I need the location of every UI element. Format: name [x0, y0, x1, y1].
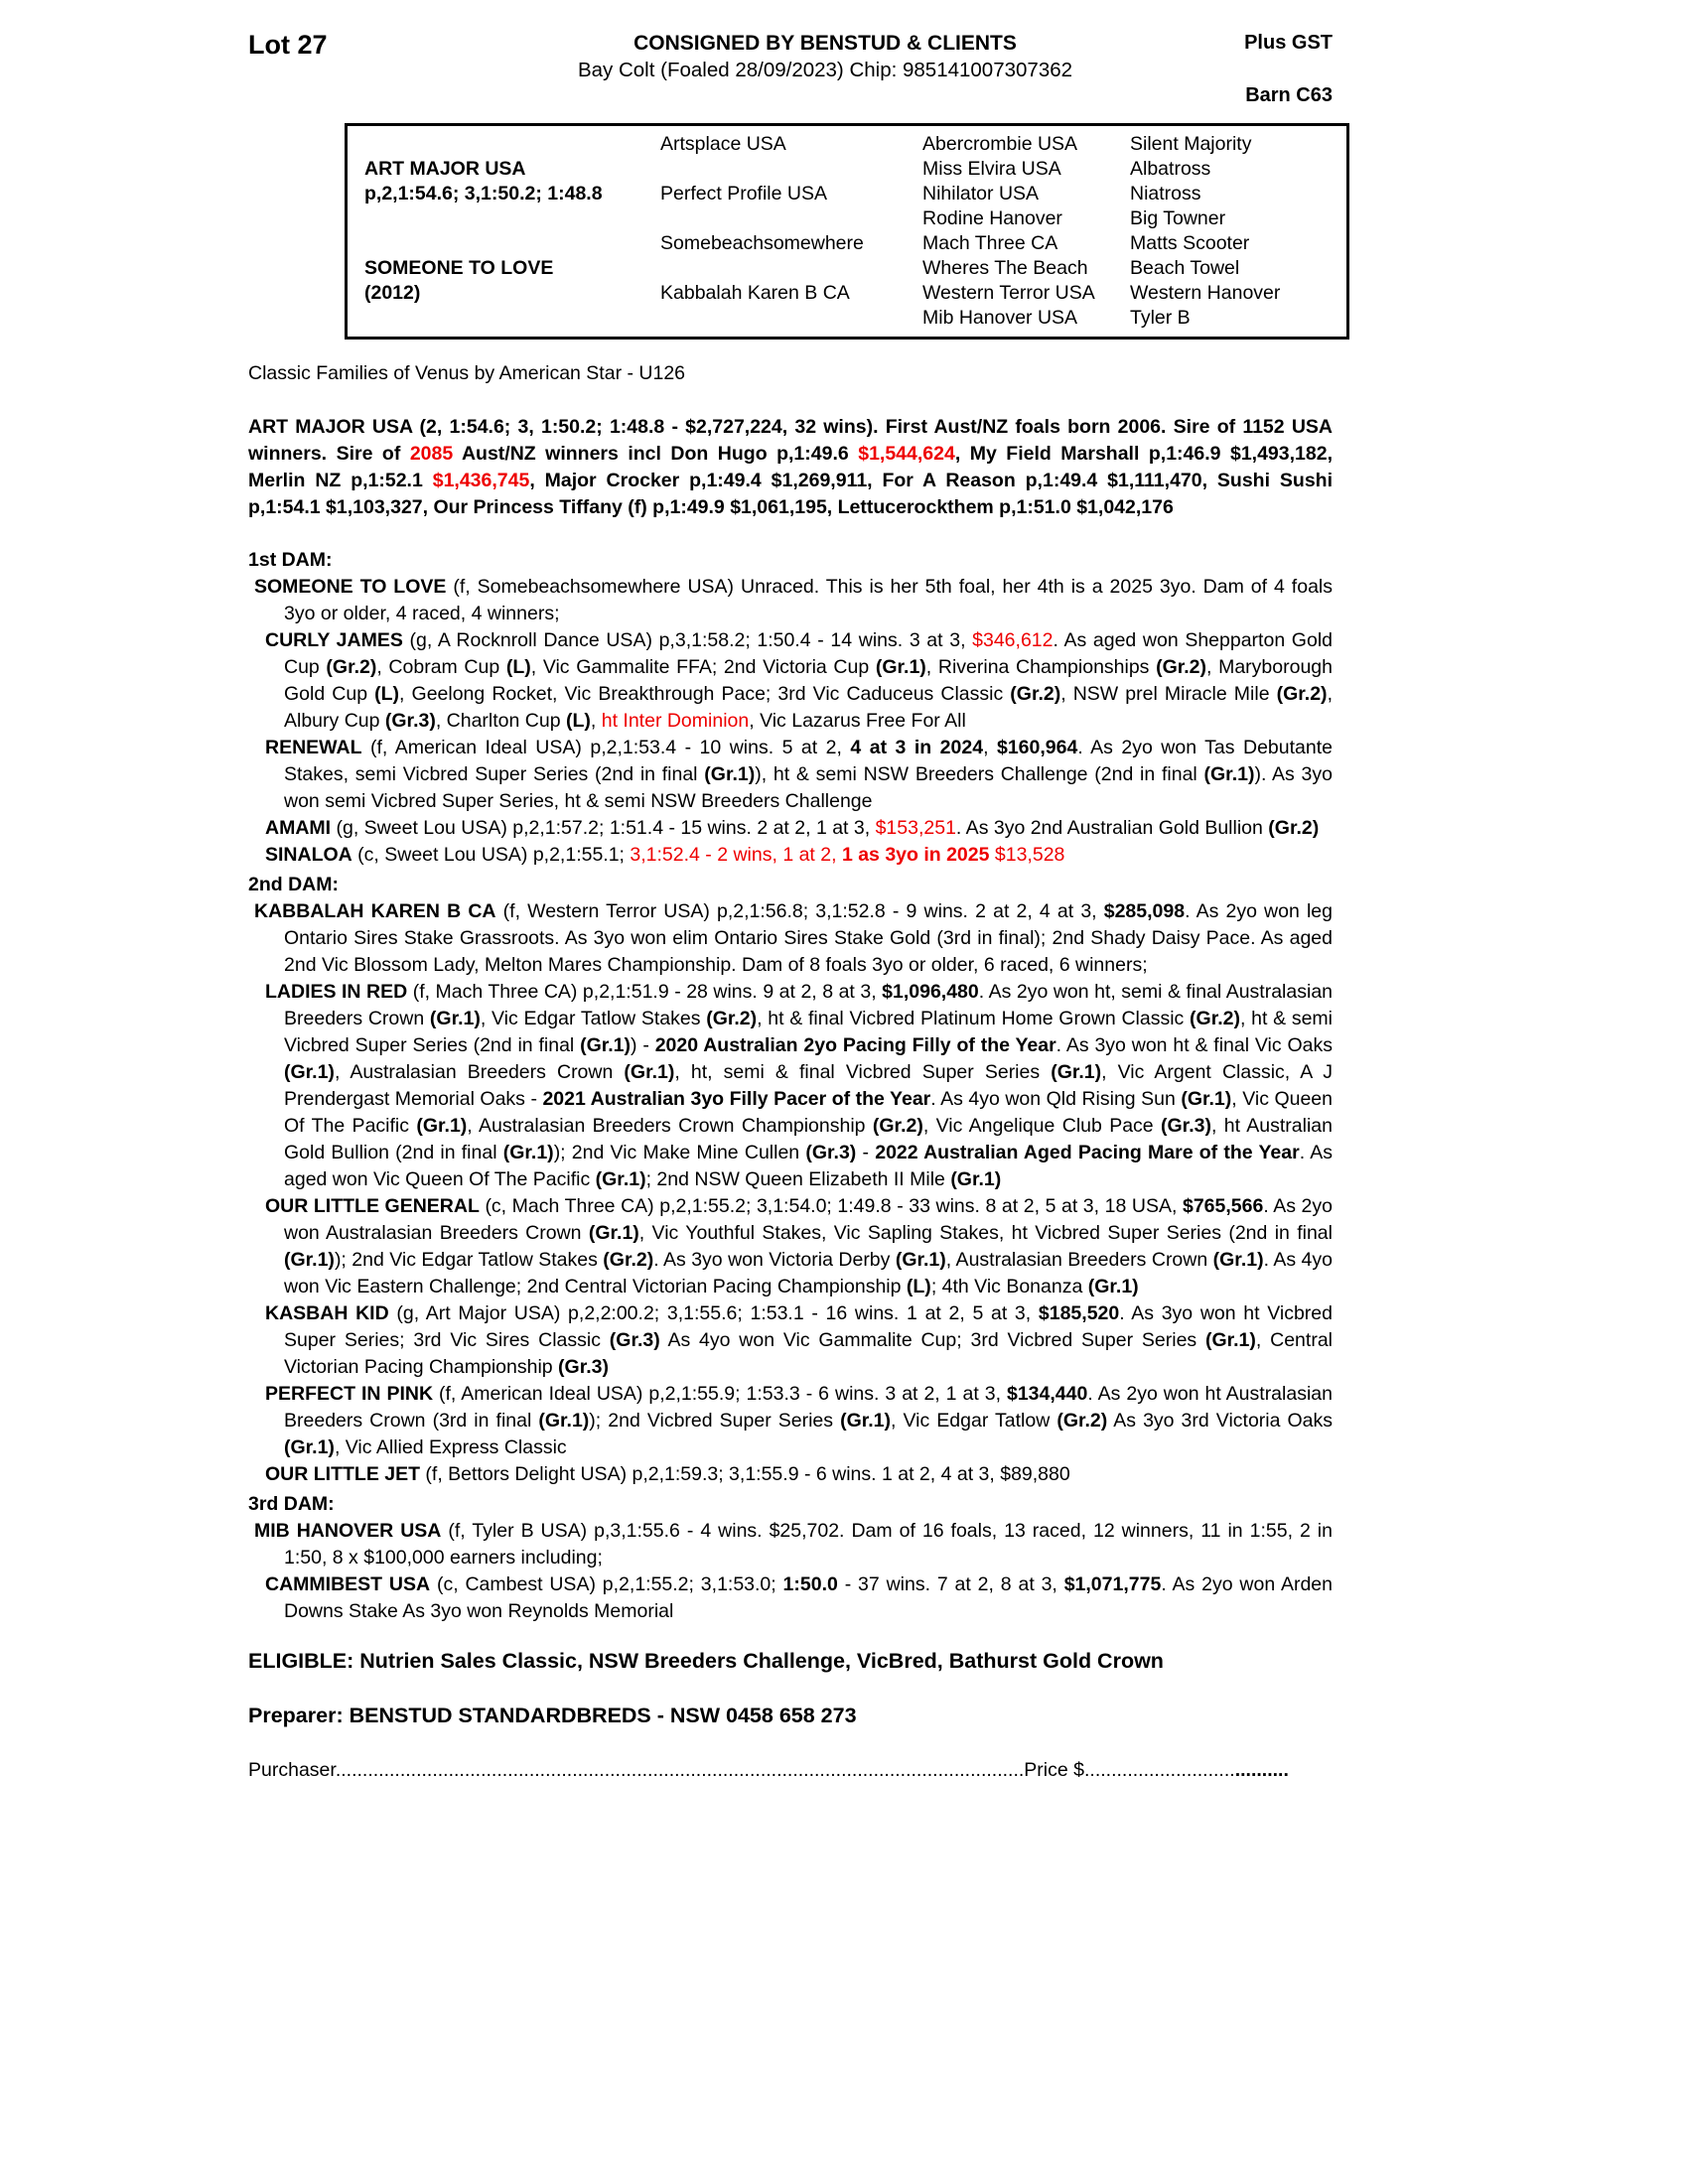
pedigree-cell-sire-name: ART MAJOR USA [364, 158, 526, 180]
purchaser-price-line: Purchaser...............................… [248, 1759, 1289, 1781]
pedigree-column-parents: ART MAJOR USA p,2,1:54.6; 3,1:50.2; 1:48… [364, 132, 660, 331]
pedigree-cell-dam-year: (2012) [364, 282, 421, 304]
pedigree-cell: Kabbalah Karen B CA [660, 282, 850, 304]
pedigree-cell: Abercrombie USA [922, 133, 1078, 155]
header-center: CONSIGNED BY BENSTUD & CLIENTS Bay Colt … [477, 30, 1174, 83]
pedigree-cell [364, 306, 660, 331]
pedigree-cell: Mach Three CA [922, 232, 1058, 254]
plus-gst-label: Plus GST [1244, 32, 1333, 54]
pedigree-entry-cammibest-usa: CAMMIBEST USA (c, Cambest USA) p,2,1:55.… [265, 1573, 1333, 1622]
pedigree-table: ART MAJOR USA p,2,1:54.6; 3,1:50.2; 1:48… [345, 123, 1349, 340]
pedigree-cell-sire-record: p,2,1:54.6; 3,1:50.2; 1:48.8 [364, 183, 603, 205]
pedigree-entry-kasbah-kid: KASBAH KID (g, Art Major USA) p,2,2:00.2… [265, 1302, 1333, 1378]
pedigree-entry-amami: AMAMI (g, Sweet Lou USA) p,2,1:57.2; 1:5… [265, 817, 1320, 839]
pedigree-cell [660, 256, 922, 281]
pedigree-cell: Matts Scooter [1130, 232, 1250, 254]
pedigree-cell: Tyler B [1130, 307, 1191, 329]
pedigree-cell: Western Terror USA [922, 282, 1095, 304]
pedigree-column-great-granddams: Silent Majority Albatross Niatross Big T… [1130, 132, 1346, 331]
eligible-line: ELIGIBLE: Nutrien Sales Classic, NSW Bre… [248, 1649, 1164, 1673]
pedigree-cell [364, 132, 660, 157]
pedigree-cell: Miss Elvira USA [922, 158, 1061, 180]
pedigree-cell: Somebeachsomewhere [660, 232, 864, 254]
pedigree-cell: Big Towner [1130, 207, 1226, 229]
pedigree-entry-kabbalah-karen-b-ca: KABBALAH KAREN B CA (f, Western Terror U… [254, 900, 1333, 976]
pedigree-cell: Western Hanover [1130, 282, 1281, 304]
pedigree-cell: Niatross [1130, 183, 1201, 205]
pedigree-cell-dam-name: SOMEONE TO LOVE [364, 257, 554, 279]
pedigree-entry-ladies-in-red: LADIES IN RED (f, Mach Three CA) p,2,1:5… [265, 981, 1334, 1190]
family-line: Classic Families of Venus by American St… [248, 362, 686, 384]
pedigree-entry-someone-to-love: SOMEONE TO LOVE (f, Somebeachsomewhere U… [254, 576, 1333, 624]
pedigree-entry-renewal: RENEWAL (f, American Ideal USA) p,2,1:53… [265, 737, 1333, 812]
section-heading-1st-dam: 1st DAM: [248, 549, 333, 571]
horse-description: Bay Colt (Foaled 28/09/2023) Chip: 98514… [577, 59, 1073, 81]
pedigree-column-great-grandsires: Abercrombie USA Miss Elvira USA Nihilato… [922, 132, 1130, 331]
preparer-line: Preparer: BENSTUD STANDARDBREDS - NSW 04… [248, 1704, 857, 1727]
pedigree-entry-perfect-in-pink: PERFECT IN PINK (f, American Ideal USA) … [265, 1383, 1334, 1458]
pedigree-entry-mib-hanover-usa: MIB HANOVER USA (f, Tyler B USA) p,3,1:5… [254, 1520, 1333, 1569]
pedigree-cell [364, 231, 660, 256]
pedigree-cell: Nihilator USA [922, 183, 1040, 205]
pedigree-cell: Rodine Hanover [922, 207, 1062, 229]
section-heading-2nd-dam: 2nd DAM: [248, 874, 339, 895]
section-heading-3rd-dam: 3rd DAM: [248, 1493, 335, 1515]
pedigree-cell: Artsplace USA [660, 133, 786, 155]
pedigree-entry-our-little-general: OUR LITTLE GENERAL (c, Mach Three CA) p,… [265, 1195, 1333, 1297]
lot-number: Lot 27 [248, 30, 328, 60]
header-right: Plus GST Barn C63 [1174, 30, 1333, 109]
pedigree-cell: Mib Hanover USA [922, 307, 1078, 329]
pedigree-cell: Silent Majority [1130, 133, 1252, 155]
sire-summary-paragraph: ART MAJOR USA (2, 1:54.6; 3, 1:50.2; 1:4… [248, 416, 1333, 518]
pedigree-cell: Wheres The Beach [922, 257, 1088, 279]
pedigree-column-grandparents: Artsplace USA Perfect Profile USA Somebe… [660, 132, 922, 331]
pedigree-entry-curly-james: CURLY JAMES (g, A Rocknroll Dance USA) p… [265, 629, 1333, 732]
pedigree-cell [364, 206, 660, 231]
pedigree-entry-sinaloa: SINALOA (c, Sweet Lou USA) p,2,1:55.1; 3… [265, 844, 1065, 866]
pedigree-cell [660, 306, 922, 331]
barn-number: Barn C63 [1245, 84, 1333, 106]
pedigree-entry-our-little-jet: OUR LITTLE JET (f, Bettors Delight USA) … [265, 1463, 1070, 1485]
pedigree-cell: Beach Towel [1130, 257, 1240, 279]
pedigree-cell: Perfect Profile USA [660, 183, 827, 205]
consignor-line: CONSIGNED BY BENSTUD & CLIENTS [633, 32, 1017, 55]
pedigree-cell [660, 206, 922, 231]
page-header: Lot 27 CONSIGNED BY BENSTUD & CLIENTS Ba… [248, 30, 1333, 109]
pedigree-cell [660, 157, 922, 182]
pedigree-cell: Albatross [1130, 158, 1211, 180]
